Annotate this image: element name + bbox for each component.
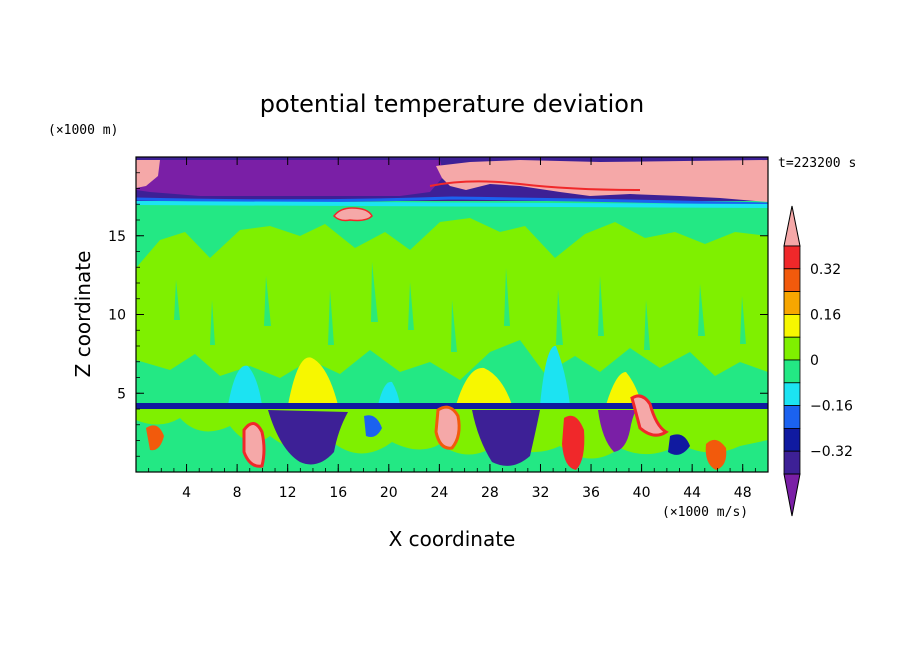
y-axis-ticks: 5 10 15 bbox=[108, 156, 768, 473]
field-top-blue-line bbox=[136, 196, 768, 206]
x-tick-label: 12 bbox=[279, 485, 297, 501]
colorbar-upper-arrow bbox=[783, 205, 801, 247]
field-bottom-pink-2 bbox=[434, 405, 461, 450]
x-tick-label: 8 bbox=[233, 485, 242, 501]
colorbar-segment bbox=[783, 336, 801, 361]
contour-field bbox=[136, 157, 768, 472]
colorbar-segment bbox=[783, 245, 801, 270]
colorbar: 0.32 0.16 0 −0.16 −0.32 bbox=[783, 205, 853, 517]
x-unit-label: (×1000 m/s) bbox=[662, 505, 748, 520]
colorbar-segment bbox=[783, 427, 801, 452]
colorbar-segment bbox=[783, 359, 801, 384]
colorbar-label: 0.32 bbox=[810, 262, 841, 278]
x-tick-label: 48 bbox=[734, 485, 752, 501]
field-top-purple bbox=[136, 160, 444, 196]
colorbar-segment bbox=[783, 405, 801, 429]
x-tick-label: 44 bbox=[683, 485, 701, 501]
x-axis-label: X coordinate bbox=[389, 527, 516, 551]
field-yellow-patch-2 bbox=[456, 367, 512, 405]
x-tick-label: 20 bbox=[380, 485, 398, 501]
field-bottom-blue-2 bbox=[668, 434, 690, 455]
field-bottom-navy-band bbox=[136, 403, 768, 409]
x-tick-label: 32 bbox=[532, 485, 550, 501]
colorbar-label: 0 bbox=[810, 353, 819, 369]
x-tick-label: 36 bbox=[582, 485, 600, 501]
field-top-cyan-band bbox=[136, 201, 768, 208]
field-bottom-red-1 bbox=[562, 415, 585, 470]
time-label: t=223200 s bbox=[778, 156, 856, 171]
field-bottom-purple-1 bbox=[268, 410, 348, 465]
chart-title: potential temperature deviation bbox=[260, 90, 644, 118]
field-bottom-cyan bbox=[136, 418, 768, 472]
colorbar-segment bbox=[783, 268, 801, 292]
colorbar-segment bbox=[783, 313, 801, 338]
x-tick-label: 40 bbox=[633, 485, 651, 501]
y-axis-label: Z coordinate bbox=[71, 251, 95, 378]
field-top-pink bbox=[136, 160, 768, 202]
field-bottom-purple-2 bbox=[472, 410, 540, 466]
field-bottom-pink-1 bbox=[242, 422, 266, 468]
field-bottom-purple-3 bbox=[598, 410, 636, 452]
y-tick-label: 5 bbox=[117, 386, 126, 402]
field-bottom-pink-3 bbox=[630, 394, 669, 437]
colorbar-label: −0.16 bbox=[810, 399, 853, 415]
colorbar-label: 0.16 bbox=[810, 307, 841, 323]
field-yellow-patch-1 bbox=[288, 357, 338, 405]
field-cyan-patch-3 bbox=[378, 381, 400, 405]
y-tick-label: 10 bbox=[108, 308, 126, 324]
x-axis-ticks: 4 8 12 16 20 24 28 32 36 40 44 48 bbox=[135, 157, 769, 501]
field-top-red-line bbox=[429, 180, 641, 191]
field-cyan-patch-1 bbox=[228, 365, 262, 405]
y-unit-label: (×1000 m) bbox=[48, 123, 118, 138]
colorbar-segment bbox=[783, 291, 801, 315]
colorbar-lower-arrow bbox=[783, 473, 801, 517]
colorbar-segment bbox=[783, 382, 801, 406]
field-bottom-red-3 bbox=[146, 425, 164, 451]
x-tick-label: 28 bbox=[481, 485, 499, 501]
field-cyan-patch-2 bbox=[540, 345, 570, 405]
colorbar-segment bbox=[783, 450, 801, 475]
x-tick-label: 16 bbox=[329, 485, 347, 501]
field-band-mid-green bbox=[136, 218, 768, 380]
field-pink-blob bbox=[333, 207, 373, 222]
field-bottom-red-2 bbox=[705, 439, 727, 470]
colorbar-label: −0.32 bbox=[810, 444, 853, 460]
x-tick-label: 24 bbox=[430, 485, 448, 501]
x-tick-label: 4 bbox=[182, 485, 191, 501]
field-streaks bbox=[174, 262, 746, 352]
field-bottom-blue-1 bbox=[364, 415, 382, 437]
y-tick-label: 15 bbox=[108, 229, 126, 245]
